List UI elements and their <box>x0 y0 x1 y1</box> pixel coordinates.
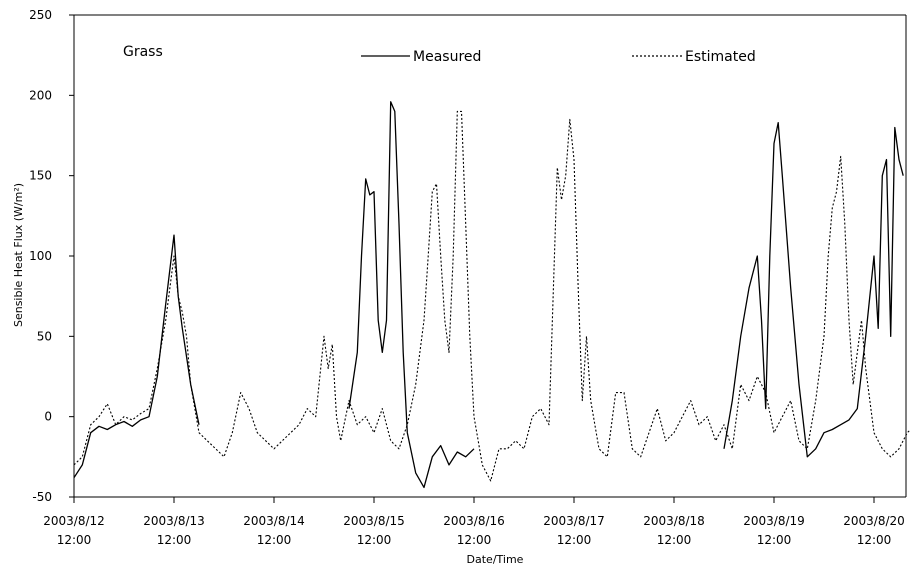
x-tick-label-time: 12:00 <box>457 533 492 547</box>
y-tick-label: 250 <box>29 8 52 22</box>
y-tick-label: -50 <box>32 490 52 504</box>
y-axis-title: Sensible Heat Flux (W/m²) <box>12 183 25 327</box>
x-tick-label-time: 12:00 <box>257 533 292 547</box>
x-tick-label-date: 2003/8/20 <box>843 514 905 528</box>
x-tick-label-time: 12:00 <box>557 533 592 547</box>
y-tick-label: 150 <box>29 169 52 183</box>
series-line-measured <box>723 121 904 458</box>
panel-label: Grass <box>123 44 163 60</box>
x-tick-label-date: 2003/8/19 <box>743 514 805 528</box>
x-tick-label-date: 2003/8/17 <box>543 514 605 528</box>
series-line-estimated <box>73 110 910 482</box>
x-tick-label-date: 2003/8/15 <box>343 514 405 528</box>
x-tick-label-date: 2003/8/14 <box>243 514 305 528</box>
legend-label-measured: Measured <box>413 49 481 65</box>
y-tick-label: 100 <box>29 249 52 263</box>
y-tick-label: 0 <box>44 410 52 424</box>
x-tick-label-time: 12:00 <box>757 533 792 547</box>
x-tick-label-time: 12:00 <box>657 533 692 547</box>
x-tick-label-time: 12:00 <box>857 533 892 547</box>
x-tick-label-date: 2003/8/18 <box>643 514 705 528</box>
series-line-measured <box>348 101 475 489</box>
x-tick-label-date: 2003/8/13 <box>143 514 205 528</box>
x-tick-label-date: 2003/8/16 <box>443 514 505 528</box>
series-line-measured <box>73 234 200 479</box>
x-tick-label-time: 12:00 <box>157 533 192 547</box>
x-axis-title: Date/Time <box>467 553 524 566</box>
x-tick-label-time: 12:00 <box>57 533 92 547</box>
x-tick-label-date: 2003/8/12 <box>43 514 105 528</box>
x-tick-label-time: 12:00 <box>357 533 392 547</box>
y-tick-label: 50 <box>37 329 52 343</box>
legend-label-estimated: Estimated <box>685 49 756 65</box>
y-tick-label: 200 <box>29 88 52 102</box>
